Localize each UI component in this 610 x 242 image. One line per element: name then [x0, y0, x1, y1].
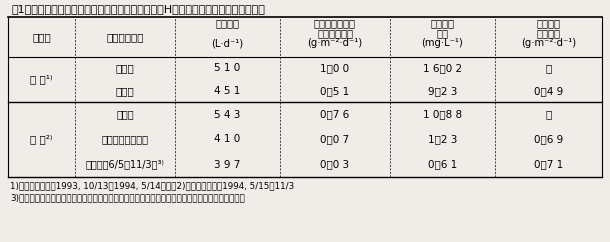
Text: 濃度: 濃度 [437, 28, 448, 38]
Text: 除去速度: 除去速度 [537, 28, 561, 38]
Text: (g·m⁻²·d⁻¹): (g·m⁻²·d⁻¹) [307, 38, 362, 48]
Text: 冬 期¹⁾: 冬 期¹⁾ [30, 75, 52, 84]
Text: 1．0 0: 1．0 0 [320, 63, 350, 73]
Text: または流出量: または流出量 [317, 28, 353, 38]
Text: (L·d⁻¹): (L·d⁻¹) [212, 38, 243, 48]
Text: 0．0 7: 0．0 7 [320, 135, 350, 144]
Text: 5 1 0: 5 1 0 [214, 63, 240, 73]
Text: 平均水量: 平均水量 [215, 18, 240, 28]
Text: 時　期: 時 期 [32, 32, 51, 42]
Text: 0．7 6: 0．7 6 [320, 109, 350, 120]
Text: 1．2 3: 1．2 3 [428, 135, 457, 144]
Text: 0．4 9: 0．4 9 [534, 86, 563, 96]
Text: －: － [545, 63, 551, 73]
Text: 1 0．8 8: 1 0．8 8 [423, 109, 462, 120]
Text: 0．7 1: 0．7 1 [534, 159, 563, 169]
Text: 3)栽植したモロヘイヤ，ケナフ，パピルスなどが生長し，水質浄化機能を発揮した時期の処理成績: 3)栽植したモロヘイヤ，ケナフ，パピルスなどが生長し，水質浄化機能を発揮した時期… [10, 194, 245, 203]
Text: 0．0 3: 0．0 3 [320, 159, 350, 169]
Text: (g·m⁻²·d⁻¹): (g·m⁻²·d⁻¹) [521, 38, 576, 48]
Text: 流出水（6/5〜11/3）³⁾: 流出水（6/5〜11/3）³⁾ [85, 159, 165, 169]
Text: 4 5 1: 4 5 1 [214, 86, 241, 96]
Text: 0．6 1: 0．6 1 [428, 159, 457, 169]
Text: 3 9 7: 3 9 7 [214, 159, 241, 169]
Text: 流出水（全期間）: 流出水（全期間） [101, 135, 148, 144]
Text: 0．5 1: 0．5 1 [320, 86, 350, 96]
Text: 1 6．0 2: 1 6．0 2 [423, 63, 462, 73]
Text: 1)冬期試験期間：1993, 10/13〜1994, 5/14，　　2)夏期試験期間：1994, 5/15〜11/3: 1)冬期試験期間：1993, 10/13〜1994, 5/14， 2)夏期試験期… [10, 182, 294, 190]
Text: 平均窒素負荷量: 平均窒素負荷量 [314, 18, 356, 28]
Text: 流出水: 流出水 [116, 86, 134, 96]
Text: 夏 期²⁾: 夏 期²⁾ [30, 135, 52, 144]
Text: －: － [545, 109, 551, 120]
Text: 流入水: 流入水 [116, 109, 134, 120]
Text: 表1　バイオジオフィルター水路の窒素除去成績（H水路，資源植物・ハーブ水路）: 表1 バイオジオフィルター水路の窒素除去成績（H水路，資源植物・ハーブ水路） [12, 4, 266, 14]
Text: 9．2 3: 9．2 3 [428, 86, 457, 96]
Text: 流入・流出水: 流入・流出水 [106, 32, 144, 42]
Text: 4 1 0: 4 1 0 [214, 135, 240, 144]
Text: 平均窒素: 平均窒素 [537, 18, 561, 28]
Text: 流入水: 流入水 [116, 63, 134, 73]
Text: 平均窒素: 平均窒素 [431, 18, 454, 28]
Text: (mg·L⁻¹): (mg·L⁻¹) [422, 38, 464, 48]
Text: 5 4 3: 5 4 3 [214, 109, 241, 120]
Text: 0．6 9: 0．6 9 [534, 135, 563, 144]
